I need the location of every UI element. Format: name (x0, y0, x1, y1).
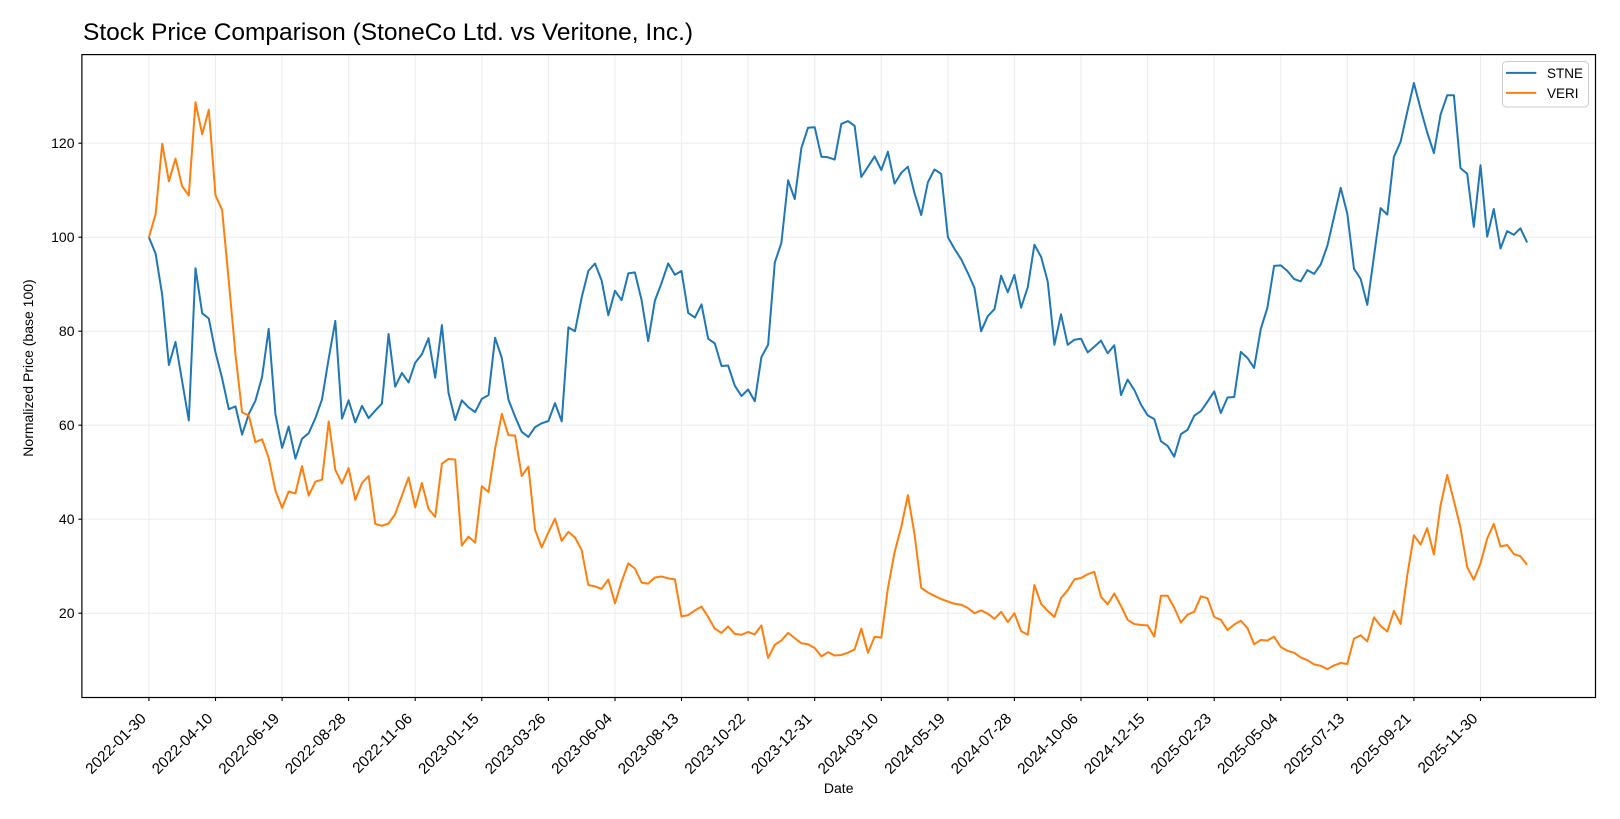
svg-text:STNE: STNE (1547, 66, 1583, 81)
svg-text:Stock Price Comparison (StoneC: Stock Price Comparison (StoneCo Ltd. vs … (83, 19, 693, 46)
svg-text:80: 80 (59, 323, 75, 339)
svg-text:Date: Date (824, 780, 854, 796)
svg-text:40: 40 (59, 511, 75, 527)
svg-text:60: 60 (59, 417, 75, 433)
svg-text:120: 120 (51, 135, 75, 151)
svg-text:100: 100 (51, 229, 75, 245)
svg-text:20: 20 (59, 605, 75, 621)
svg-text:Normalized Price (base 100): Normalized Price (base 100) (20, 279, 36, 456)
svg-text:VERI: VERI (1547, 86, 1579, 101)
